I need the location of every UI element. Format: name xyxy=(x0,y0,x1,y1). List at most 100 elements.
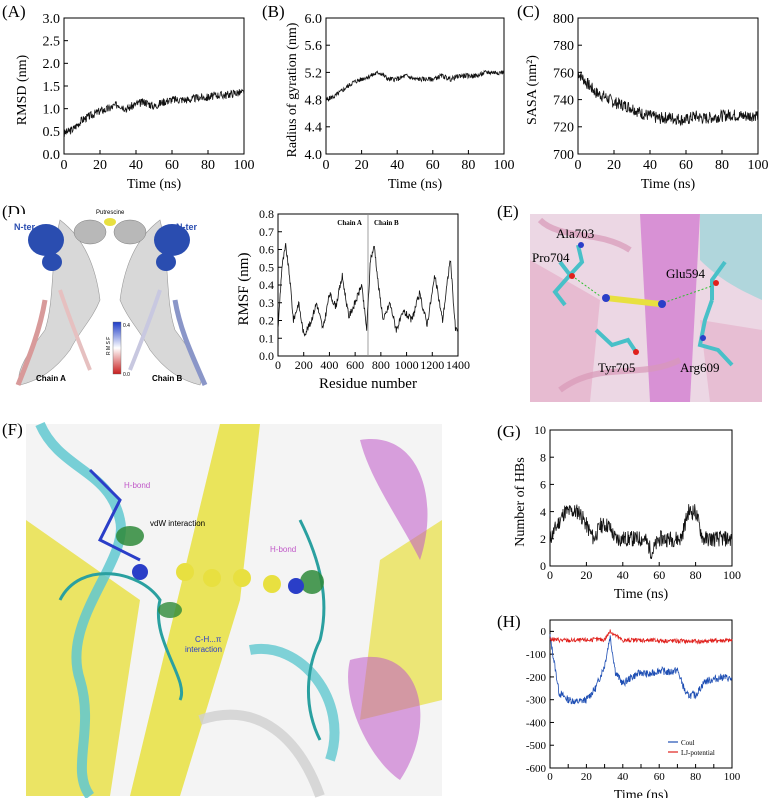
y-tick-label: 780 xyxy=(553,39,574,54)
n-terminal-region-a xyxy=(28,224,64,256)
plot-frame xyxy=(63,17,245,155)
chart-b-radius-of-gyration: 0 20 40 60 80 100 4.0 4.4 4.8 5.2 5.6 6.0 Time (ns) R… xyxy=(285,12,515,192)
y-tick-label: 800 xyxy=(553,12,574,27)
y-axis-label: RMSD (nm) xyxy=(15,54,30,125)
colorbar-title: R M S F xyxy=(106,337,112,355)
x-tick-label: 100 xyxy=(723,568,741,582)
x-tick-label: 40 xyxy=(390,158,404,173)
y-tick-label: 0.5 xyxy=(259,260,274,274)
putrescine-molecule xyxy=(104,218,116,226)
chart-g-hbonds: 0 20 40 60 80 100 0 2 4 6 8 10 Time (ns) Number of HB… xyxy=(513,423,741,602)
x-tick-label: 20 xyxy=(93,158,107,173)
residue-ala703-label: Ala703 xyxy=(556,226,594,241)
legend-entry: Coul xyxy=(681,739,695,747)
y-tick-label: 0.6 xyxy=(259,243,274,257)
y-tick-label: -300 xyxy=(526,695,547,707)
residue-pro704-label: Pro704 xyxy=(532,250,570,265)
chain-annotation: Chain A xyxy=(337,219,362,227)
y-tick-label: 4.8 xyxy=(305,94,323,109)
x-tick-label: 1000 xyxy=(395,358,419,372)
y-tick-label: 760 xyxy=(553,66,574,81)
x-tick-label: 0 xyxy=(547,771,553,783)
x-tick-label: 0 xyxy=(575,158,582,173)
x-tick-label: 80 xyxy=(715,158,729,173)
y-tick-label: -500 xyxy=(526,740,547,752)
x-tick-label: 600 xyxy=(346,358,364,372)
y-tick-label: 720 xyxy=(553,121,574,136)
y-axis-label: Number of HBs xyxy=(513,457,528,546)
x-tick-label: 200 xyxy=(295,358,313,372)
x-tick-label: 20 xyxy=(607,158,621,173)
x-tick-label: 0 xyxy=(547,568,553,582)
x-tick-label: 1400 xyxy=(446,358,470,372)
protein-structure-illustration: N-ter N-ter Putrescine Chain A Chain B R… xyxy=(10,210,220,390)
x-tick-label: 60 xyxy=(653,568,665,582)
binding-pocket-illustration: Ala703 Pro704 Glu594 Tyr705 Arg609 xyxy=(530,214,762,402)
x-tick-label: 40 xyxy=(643,158,657,173)
y-tick-label: -600 xyxy=(526,763,547,775)
y-tick-label: 2 xyxy=(540,532,546,546)
chart-a-rmsd: 0 20 40 60 80 100 0.0 0.5 1.0 1.5 2.0 2.5 3.0 Time (n… xyxy=(15,12,255,192)
y-axis-label: RMSF (nm) xyxy=(236,253,252,326)
x-axis-label: Time (ns) xyxy=(614,587,669,602)
putrescine-label: Putrescine xyxy=(96,210,125,216)
chain-a-structure-label: Chain A xyxy=(36,374,66,383)
x-tick-label: 20 xyxy=(581,771,593,783)
x-axis-label: Time (ns) xyxy=(127,177,182,192)
x-tick-label: 20 xyxy=(355,158,369,173)
x-tick-label: 1200 xyxy=(420,358,444,372)
y-tick-label: 0.3 xyxy=(259,296,274,310)
ch-pi-label-line1: C-H...π xyxy=(195,635,222,644)
x-axis-label: Time (ns) xyxy=(614,788,669,798)
y-tick-label: -100 xyxy=(526,649,547,661)
vdw-interaction-label: vdW interaction xyxy=(150,519,205,528)
x-tick-label: 80 xyxy=(461,158,475,173)
y-tick-label: 0 xyxy=(541,626,547,638)
residue-tyr705-label: Tyr705 xyxy=(598,360,635,375)
panel-label-f: (F) xyxy=(2,420,23,439)
y-tick-label: 0.0 xyxy=(259,349,274,363)
x-tick-label: 0 xyxy=(61,158,68,173)
y-tick-label: 5.2 xyxy=(305,66,323,81)
panel-label-e: (E) xyxy=(497,202,519,221)
y-tick-label: 4 xyxy=(540,505,546,519)
x-tick-label: 0 xyxy=(275,358,281,372)
y-tick-label: 0.2 xyxy=(259,314,274,328)
series-line-g xyxy=(549,504,733,559)
ch-pi-label-line2: interaction xyxy=(185,645,222,654)
x-tick-label: 60 xyxy=(654,771,666,783)
x-tick-label: 20 xyxy=(580,568,592,582)
y-tick-label: 0.8 xyxy=(259,207,274,221)
panel-label-h: (H) xyxy=(497,612,521,631)
x-axis-label: Time (ns) xyxy=(388,177,443,192)
panel-label-g: (G) xyxy=(497,422,521,441)
n-ter-label-right: N-ter xyxy=(176,222,197,232)
y-tick-label: 0.4 xyxy=(259,278,274,292)
x-tick-label: 0 xyxy=(323,158,330,173)
plot-frame xyxy=(577,17,759,155)
y-tick-label: 4.4 xyxy=(305,121,323,136)
x-tick-label: 40 xyxy=(617,771,629,783)
chart-c-sasa: 0 20 40 60 80 100 700 720 740 760 780 800 Time (ns) S… xyxy=(525,12,768,192)
y-tick-label: 2.5 xyxy=(43,35,61,50)
chart-d-rmsf: 0 200 400 600 800 1000 1200 1400 0.0 0.1 0.2 0.3 0.4… xyxy=(236,207,470,392)
x-tick-label: 40 xyxy=(129,158,143,173)
x-tick-label: 80 xyxy=(690,771,702,783)
panel-label-c: (C) xyxy=(517,2,540,21)
panel-label-b: (B) xyxy=(262,2,285,21)
putrescine-ligand xyxy=(603,295,663,307)
x-tick-label: 100 xyxy=(234,158,255,173)
series-line-c xyxy=(577,71,759,127)
x-tick-label: 80 xyxy=(201,158,215,173)
y-tick-label: 6.0 xyxy=(305,12,323,27)
y-tick-label: -200 xyxy=(526,672,547,684)
x-tick-label: 60 xyxy=(165,158,179,173)
rmsf-colorbar xyxy=(112,321,122,375)
y-tick-label: 0.0 xyxy=(43,148,61,163)
x-axis-label: Time (ns) xyxy=(641,177,696,192)
legend-entry: LJ-potential xyxy=(681,749,715,757)
chain-annotation: Chain B xyxy=(374,219,399,227)
y-tick-label: 0.7 xyxy=(259,225,274,239)
chart-h-energy: 0 20 40 60 80 100 0 -100 -200 -300 -400 -500 -600 Tim… xyxy=(526,619,741,798)
